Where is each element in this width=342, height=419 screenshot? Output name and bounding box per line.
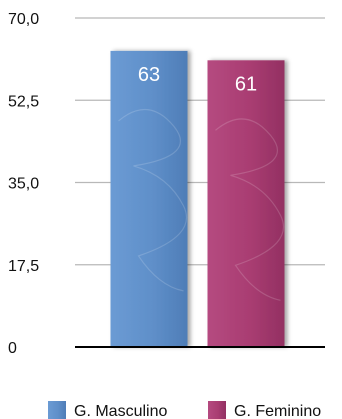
legend-label: G. Masculino — [74, 403, 167, 419]
y-tick-label: 0 — [8, 340, 17, 357]
y-tick-label: 70,0 — [8, 11, 39, 28]
bar-texture — [118, 108, 188, 292]
bars — [110, 50, 285, 348]
data-label: 61 — [235, 73, 257, 95]
legend-swatch — [208, 401, 226, 419]
y-axis-ticks: 0 17,5 35,0 52,5 70,0 — [8, 11, 39, 357]
y-tick-label: 52,5 — [8, 93, 39, 110]
bar-g-masculino — [110, 50, 188, 348]
legend: G. Masculino G. Feminino — [48, 401, 321, 419]
bar-g-feminino — [207, 60, 285, 348]
legend-label: G. Feminino — [234, 403, 321, 419]
data-labels: 63 61 — [138, 64, 257, 95]
y-tick-label: 17,5 — [8, 258, 39, 275]
y-tick-label: 35,0 — [8, 176, 39, 193]
data-label: 63 — [138, 64, 160, 86]
legend-swatch — [48, 401, 66, 419]
bar-texture — [215, 118, 285, 301]
